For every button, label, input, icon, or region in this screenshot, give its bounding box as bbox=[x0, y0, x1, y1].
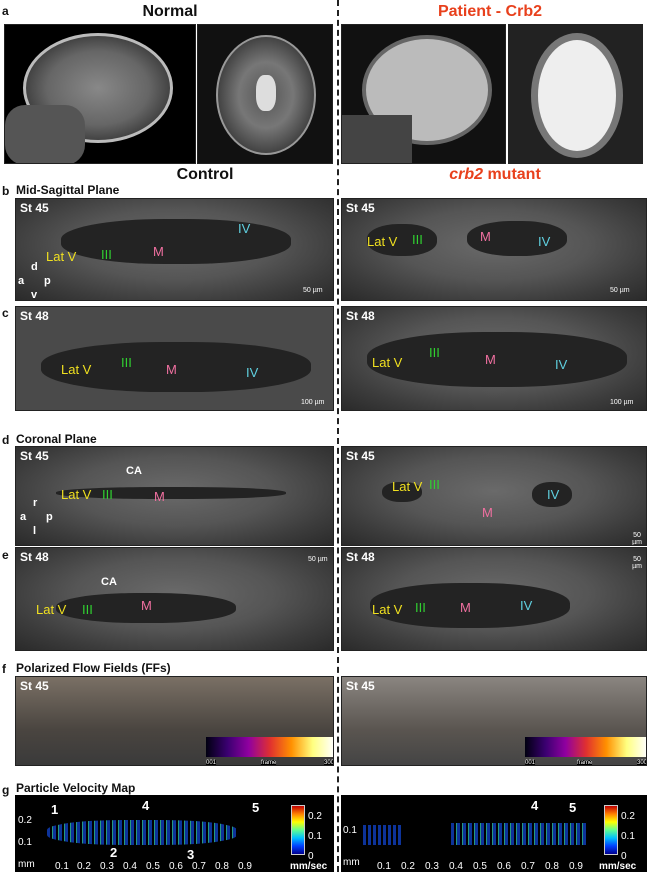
header-normal: Normal bbox=[142, 3, 198, 20]
scale-bar: 50 µm bbox=[610, 287, 630, 294]
label-iv: IV bbox=[547, 487, 560, 502]
label-m: M bbox=[480, 229, 491, 244]
velocity-colorbar bbox=[291, 805, 305, 855]
label-iii: III bbox=[101, 247, 112, 262]
panel-letter-b: b bbox=[2, 184, 10, 198]
label-lat-v: Lat V bbox=[36, 602, 67, 617]
arrow-label-4: 4 bbox=[531, 798, 539, 813]
label-m: M bbox=[141, 598, 152, 613]
panel-b-title: Mid-Sagittal Plane bbox=[16, 183, 120, 197]
label-iv: IV bbox=[520, 598, 533, 613]
stage-label: St 48 bbox=[20, 550, 49, 564]
label-m: M bbox=[154, 489, 165, 504]
scale-bar: 100 µm bbox=[301, 399, 325, 406]
panel-letter-c: c bbox=[2, 306, 9, 320]
label-m: M bbox=[460, 600, 471, 615]
label-iv: IV bbox=[538, 234, 551, 249]
velocity-map-control: 0.2 0.1 mm 0.1 0.2 0.3 0.4 0.5 0.6 0.7 0… bbox=[15, 795, 334, 872]
arrow-label-3: 3 bbox=[187, 847, 195, 862]
mri-normal-axial bbox=[197, 24, 333, 164]
stage-label: St 45 bbox=[346, 449, 375, 463]
arrow-label-4: 4 bbox=[142, 798, 150, 813]
scale-bar: 100 µm bbox=[610, 399, 634, 406]
label-iv: IV bbox=[555, 357, 568, 372]
mutant-word: mutant bbox=[483, 166, 541, 183]
label-m: M bbox=[153, 244, 164, 259]
header-patient: Patient - Crb2 bbox=[437, 3, 542, 20]
flow-field-control: St 45 001 frame 300 bbox=[15, 676, 334, 766]
stage-label: St 45 bbox=[20, 449, 49, 463]
label-iii: III bbox=[429, 477, 440, 492]
mri-patient-axial bbox=[508, 24, 643, 164]
mutant-gene: crb2 bbox=[449, 166, 483, 183]
label-iii: III bbox=[82, 602, 93, 617]
label-lat-v: Lat V bbox=[46, 249, 77, 264]
header-control: Control bbox=[176, 166, 234, 183]
flow-field-mutant: St 45 001 frame 300 bbox=[341, 676, 647, 766]
oct-control-st45-sagittal: St 45 Lat V III M IV d a p v 50 µm bbox=[15, 198, 334, 301]
divider-line bbox=[337, 0, 339, 872]
label-iii: III bbox=[415, 600, 426, 615]
label-ca: CA bbox=[126, 465, 142, 477]
label-m: M bbox=[166, 362, 177, 377]
label-lat-v: Lat V bbox=[61, 487, 92, 502]
oct-mutant-st48-coronal: St 48 Lat V III M IV 50 µm bbox=[341, 547, 647, 651]
scale-bar: 50 µm bbox=[632, 532, 642, 546]
panel-letter-e: e bbox=[2, 548, 9, 562]
label-iii: III bbox=[429, 345, 440, 360]
mri-patient-sagittal bbox=[341, 24, 506, 164]
arrow-label-2: 2 bbox=[110, 845, 118, 860]
label-iii: III bbox=[412, 232, 423, 247]
oct-control-st48-sagittal: St 48 Lat V III M IV 100 µm bbox=[15, 306, 334, 411]
arrow-label-5: 5 bbox=[569, 800, 577, 815]
label-lat-v: Lat V bbox=[367, 234, 398, 249]
panel-d-title: Coronal Plane bbox=[16, 432, 97, 446]
oct-control-st45-coronal: St 45 Lat V III M CA r a p l bbox=[15, 446, 334, 546]
mri-normal-sagittal bbox=[4, 24, 196, 164]
header-mutant: crb2 mutant bbox=[420, 166, 570, 184]
stage-label: St 45 bbox=[346, 679, 375, 693]
panel-f-title: Polarized Flow Fields (FFs) bbox=[16, 661, 171, 675]
stage-label: St 48 bbox=[346, 550, 375, 564]
label-ca: CA bbox=[101, 576, 117, 588]
scale-bar: 50 µm bbox=[303, 287, 323, 294]
scale-bar: 50 µm bbox=[308, 556, 328, 563]
panel-letter-d: d bbox=[2, 433, 10, 447]
velocity-map-mutant: 0.1 mm 0.1 0.2 0.3 0.4 0.5 0.6 0.7 0.8 0… bbox=[341, 795, 647, 872]
label-lat-v: Lat V bbox=[61, 362, 92, 377]
panel-letter-a: a bbox=[2, 4, 9, 18]
stage-label: St 48 bbox=[346, 309, 375, 323]
label-iii: III bbox=[121, 355, 132, 370]
scale-bar: 50 µm bbox=[632, 556, 642, 570]
panel-g-title: Particle Velocity Map bbox=[16, 781, 136, 795]
velocity-colorbar bbox=[604, 805, 618, 855]
stage-label: St 48 bbox=[20, 309, 49, 323]
label-m: M bbox=[482, 505, 493, 520]
label-lat-v: Lat V bbox=[392, 479, 423, 494]
oct-mutant-st45-sagittal: St 45 Lat V III M IV 50 µm bbox=[341, 198, 647, 301]
label-iii: III bbox=[102, 487, 113, 502]
stage-label: St 45 bbox=[20, 201, 49, 215]
stage-label: St 45 bbox=[20, 679, 49, 693]
oct-mutant-st45-coronal: St 45 Lat V III M IV 50 µm bbox=[341, 446, 647, 546]
frame-colorbar: 001 frame 300 bbox=[206, 737, 333, 765]
stage-label: St 45 bbox=[346, 201, 375, 215]
label-lat-v: Lat V bbox=[372, 602, 403, 617]
arrow-label-5: 5 bbox=[252, 800, 260, 815]
label-iv: IV bbox=[246, 365, 259, 380]
panel-letter-g: g bbox=[2, 783, 10, 797]
label-m: M bbox=[485, 352, 496, 367]
oct-mutant-st48-sagittal: St 48 Lat V III M IV 100 µm bbox=[341, 306, 647, 411]
label-iv: IV bbox=[238, 221, 251, 236]
label-lat-v: Lat V bbox=[372, 355, 403, 370]
panel-letter-f: f bbox=[2, 662, 6, 676]
frame-colorbar: 001 frame 300 bbox=[525, 737, 646, 765]
oct-control-st48-coronal: St 48 Lat V III M CA 50 µm bbox=[15, 547, 334, 651]
arrow-label-1: 1 bbox=[51, 802, 59, 817]
